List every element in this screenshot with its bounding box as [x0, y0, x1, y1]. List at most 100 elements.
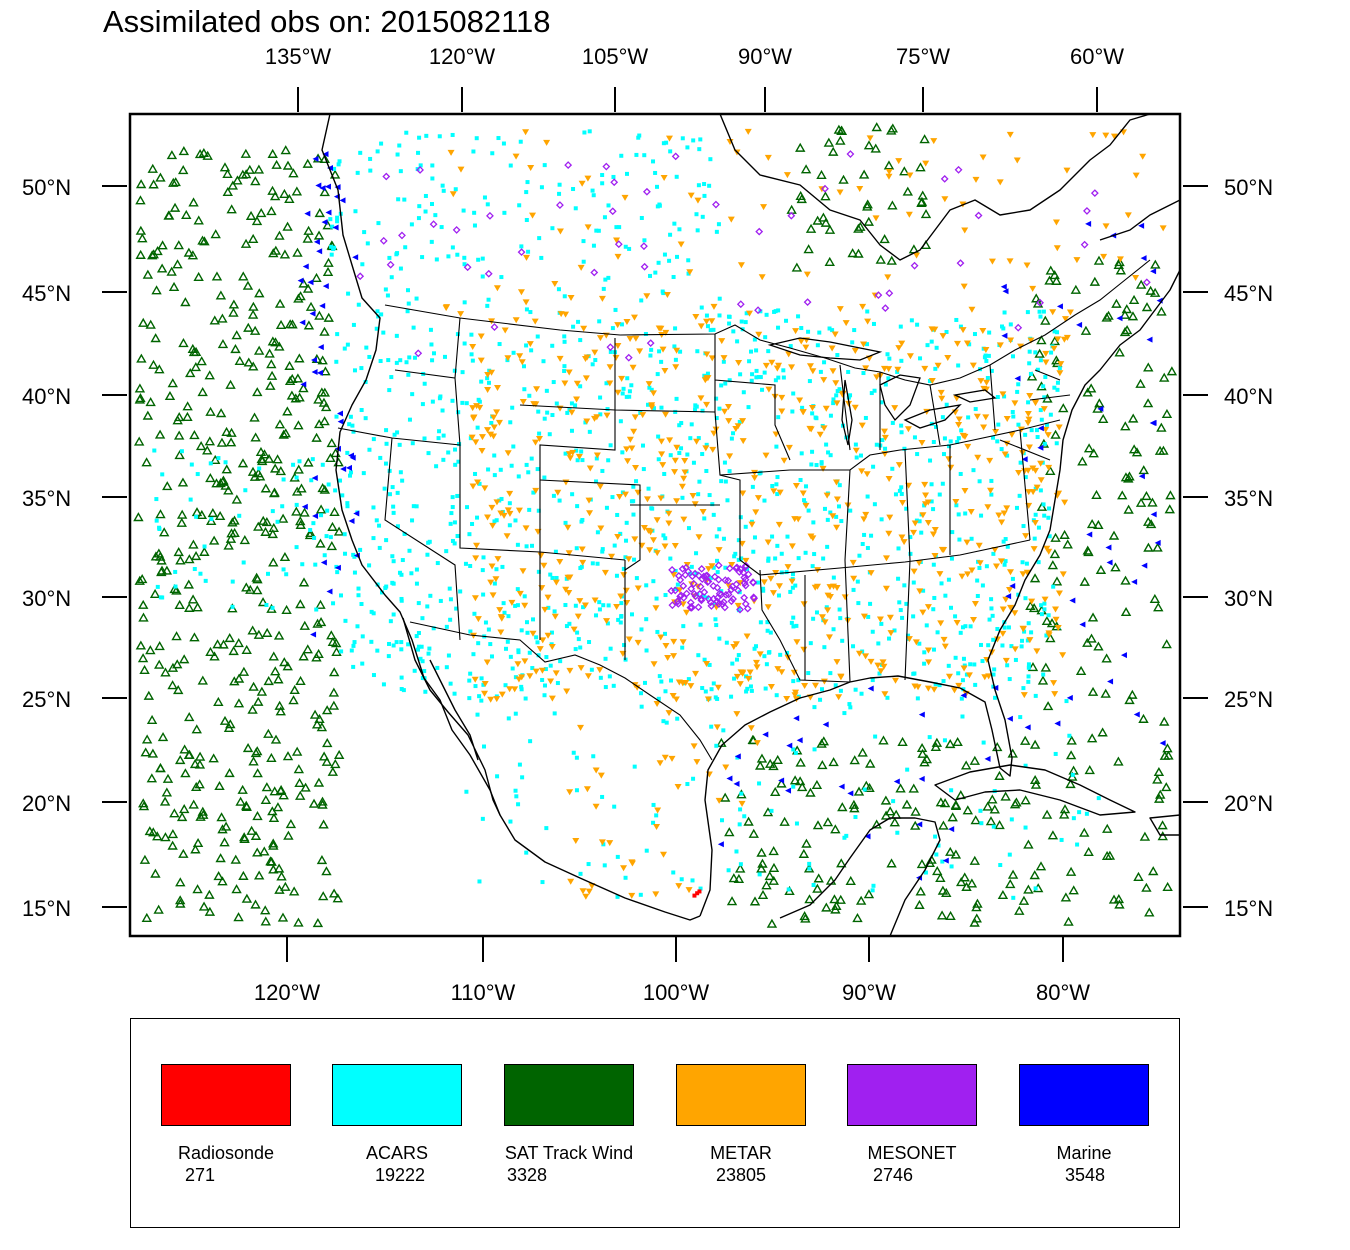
marine-marker — [324, 183, 331, 190]
acars-marker — [939, 581, 944, 586]
sat-track-wind-marker — [136, 353, 147, 363]
sat-track-wind-marker — [1147, 497, 1158, 507]
acars-marker — [620, 391, 625, 396]
acars-marker — [388, 619, 393, 624]
radiosonde-marker — [695, 891, 700, 896]
metar-marker — [471, 595, 479, 602]
sat-track-wind-marker — [830, 824, 841, 834]
acars-marker — [877, 671, 882, 676]
sat-track-wind-marker — [302, 283, 314, 293]
acars-marker — [794, 821, 799, 826]
acars-marker — [1041, 384, 1046, 389]
sat-track-wind-marker — [328, 687, 340, 697]
acars-marker — [515, 587, 520, 592]
acars-marker — [420, 616, 425, 621]
acars-marker — [469, 332, 474, 337]
acars-marker — [507, 501, 512, 506]
acars-marker — [1023, 763, 1028, 768]
acars-marker — [738, 372, 743, 377]
sat-track-wind-marker — [1079, 576, 1090, 586]
metar-marker — [874, 662, 882, 669]
acars-marker — [345, 450, 350, 455]
sat-track-wind-marker — [887, 123, 899, 133]
acars-marker — [812, 552, 817, 557]
acars-marker — [715, 696, 720, 701]
metar-marker — [597, 772, 605, 779]
acars-marker — [331, 247, 336, 252]
acars-marker — [695, 349, 700, 354]
marine-marker — [717, 841, 724, 848]
sat-track-wind-marker — [147, 250, 158, 260]
metar-marker — [469, 343, 477, 350]
sat-track-wind-marker — [282, 160, 294, 170]
metar-marker — [885, 475, 893, 482]
metar-marker — [849, 559, 857, 566]
sat-track-wind-marker — [805, 223, 817, 233]
acars-marker — [375, 149, 380, 154]
sat-track-wind-marker — [1150, 259, 1161, 269]
metar-marker — [665, 710, 673, 717]
acars-marker — [455, 534, 460, 539]
acars-marker — [394, 360, 399, 365]
acars-marker — [632, 557, 637, 562]
sat-track-wind-marker — [757, 889, 769, 900]
acars-marker — [374, 326, 379, 331]
acars-marker — [964, 672, 969, 677]
mesonet-marker — [874, 291, 883, 300]
acars-marker — [915, 452, 920, 457]
sat-track-wind-marker — [238, 870, 249, 880]
acars-marker — [634, 576, 639, 581]
sat-track-wind-marker — [824, 256, 835, 266]
metar-marker — [703, 351, 711, 358]
acars-marker — [681, 624, 686, 629]
sat-track-wind-marker — [218, 475, 229, 485]
acars-marker — [396, 197, 401, 202]
sat-track-wind-marker — [246, 825, 257, 835]
metar-marker — [703, 318, 711, 325]
acars-marker — [600, 549, 605, 554]
mesonet-marker — [608, 207, 617, 216]
sat-track-wind-marker — [221, 464, 232, 474]
acars-marker — [398, 358, 403, 363]
sat-track-wind-marker — [1159, 716, 1170, 726]
sat-track-wind-marker — [133, 512, 144, 522]
acars-marker — [651, 802, 656, 807]
sat-track-wind-marker — [289, 684, 300, 695]
acars-marker — [840, 638, 845, 643]
mesonet-marker — [610, 178, 619, 187]
metar-marker — [753, 664, 761, 671]
metar-marker — [659, 346, 667, 353]
acars-marker — [752, 535, 757, 540]
acars-marker — [933, 424, 938, 429]
acars-marker — [1008, 322, 1013, 327]
acars-marker — [711, 681, 716, 686]
marine-marker — [1138, 473, 1145, 480]
sat-track-wind-marker — [277, 513, 289, 523]
sat-track-wind-marker — [190, 844, 201, 854]
sat-track-wind-marker — [233, 912, 244, 922]
acars-marker — [668, 232, 673, 237]
marine-marker — [337, 410, 344, 417]
acars-marker — [611, 683, 616, 688]
metar-marker — [924, 499, 932, 506]
metar-marker — [831, 331, 839, 338]
sat-track-wind-marker — [178, 165, 189, 175]
sat-track-wind-marker — [768, 875, 779, 885]
sat-track-wind-marker — [182, 401, 193, 411]
acars-marker — [574, 448, 579, 453]
acars-marker — [891, 799, 896, 804]
sat-track-wind-marker — [293, 764, 305, 774]
metar-marker — [930, 138, 938, 145]
metar-marker — [955, 682, 963, 689]
acars-marker — [824, 605, 829, 610]
acars-marker — [883, 446, 888, 451]
metar-marker — [577, 724, 585, 731]
sat-track-wind-marker — [1005, 879, 1016, 889]
acars-marker — [439, 225, 444, 230]
metar-marker — [981, 674, 989, 681]
sat-track-wind-marker — [280, 428, 291, 438]
sat-track-wind-marker — [267, 838, 279, 848]
acars-marker — [195, 472, 200, 477]
sat-track-wind-marker — [231, 884, 242, 894]
metar-marker — [1032, 399, 1040, 406]
